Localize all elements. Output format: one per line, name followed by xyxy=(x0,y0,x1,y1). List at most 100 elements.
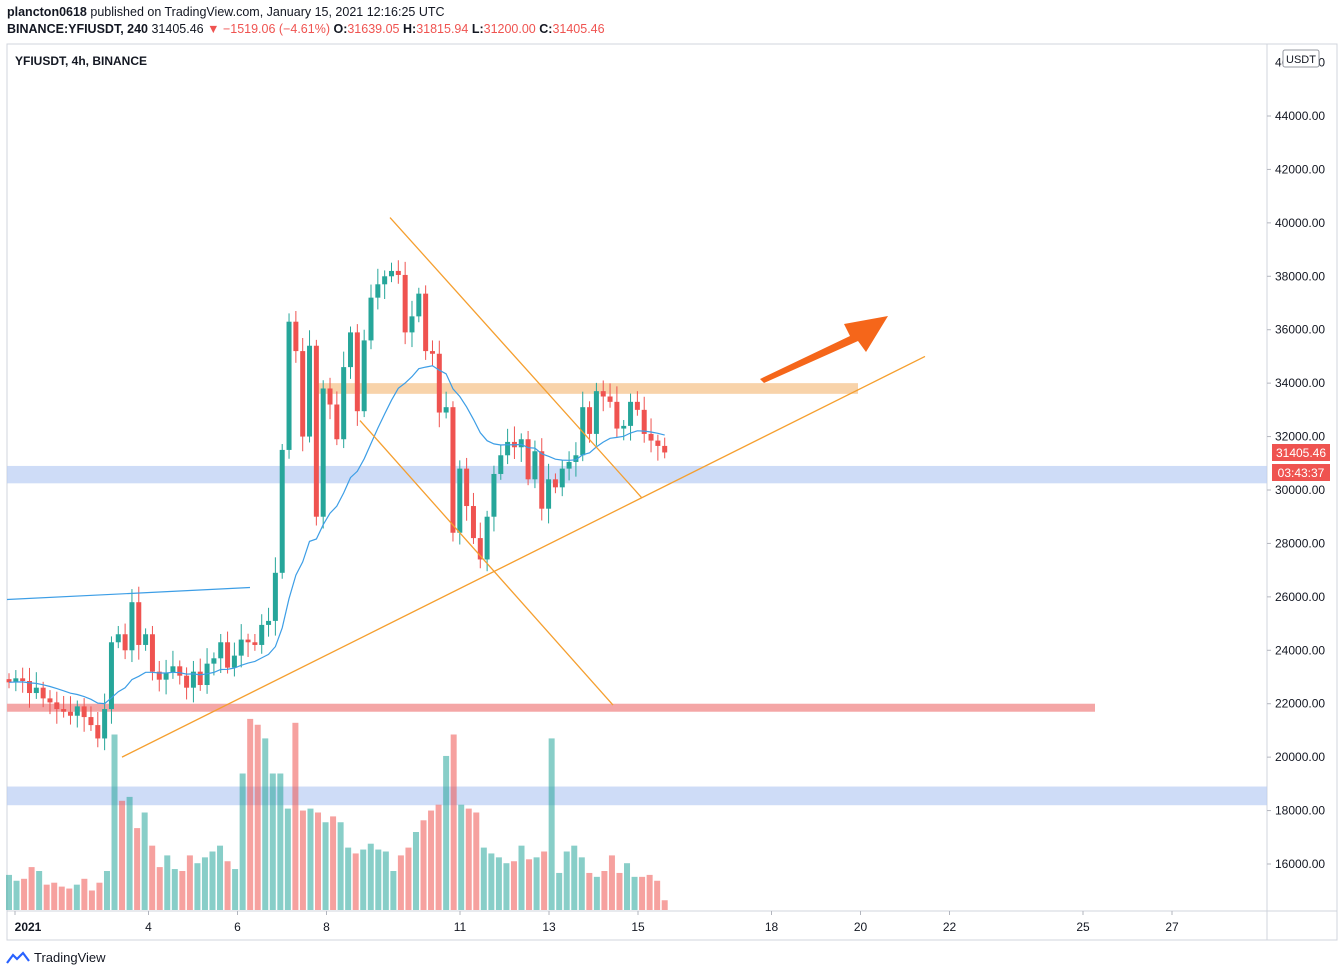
volume-bar xyxy=(661,900,668,910)
candle-body xyxy=(436,353,442,413)
y-tick-label: 28000.00 xyxy=(1275,536,1325,550)
volume-bar xyxy=(111,734,118,910)
high-value: 31815.94 xyxy=(416,22,469,36)
volume-bar xyxy=(624,863,631,910)
volume-bar xyxy=(194,863,201,910)
candle-body xyxy=(388,270,394,277)
candle-body xyxy=(566,461,572,469)
candle-body xyxy=(443,407,449,413)
volume-bar xyxy=(548,738,555,910)
candle-body xyxy=(177,666,183,676)
candle-body xyxy=(423,293,429,352)
resistance-zone xyxy=(316,383,858,394)
candle-body xyxy=(593,391,599,434)
volume-bar xyxy=(224,861,231,910)
y-tick-label: 26000.00 xyxy=(1275,590,1325,604)
candle-body xyxy=(307,345,313,437)
volume-bar xyxy=(646,874,653,910)
volume-bar xyxy=(141,812,148,910)
candle-body xyxy=(546,479,552,509)
candle-body xyxy=(115,634,121,643)
y-tick-label: 16000.00 xyxy=(1275,857,1325,871)
candle-body xyxy=(416,293,422,317)
volume-bar xyxy=(541,851,548,910)
x-tick-label: 4 xyxy=(145,920,152,934)
volume-bar xyxy=(307,808,314,910)
volume-bar xyxy=(149,845,156,910)
volume-bar xyxy=(284,808,291,910)
candle-body xyxy=(354,332,360,412)
candle-body xyxy=(621,425,627,429)
price-axis[interactable]: 44000.00 42000.00 40000.00 38000.00 36000.00… xyxy=(1267,56,1325,871)
volume-bar xyxy=(88,890,95,910)
volume-layer xyxy=(6,718,668,910)
candle-body xyxy=(40,687,46,699)
candle-body xyxy=(327,388,333,405)
x-tick-label: 22 xyxy=(943,920,957,934)
low-value: 31200.00 xyxy=(483,22,536,36)
candle-body xyxy=(184,675,190,688)
candle-body xyxy=(655,440,661,446)
volume-bar xyxy=(6,874,12,910)
volume-bar xyxy=(239,773,246,910)
volume-bar xyxy=(28,867,35,910)
volume-bar xyxy=(654,880,661,910)
candle-body xyxy=(491,473,497,517)
time-axis[interactable]: 2021 4 6 8 11 13 15 18 20 22 25 27 xyxy=(14,911,1179,934)
volume-bar xyxy=(480,847,487,910)
y-tick-label: 18000.00 xyxy=(1275,804,1325,818)
symbol-info: BINANCE:YFIUSDT, 240 31405.46 ▼ −1519.06… xyxy=(7,22,605,36)
volume-bar xyxy=(518,845,525,910)
candle-body xyxy=(88,717,94,726)
volume-bar xyxy=(315,812,322,910)
candle-body xyxy=(525,439,531,480)
volume-bar xyxy=(533,857,540,910)
volume-bar xyxy=(81,878,88,910)
candle-body xyxy=(477,538,483,560)
x-tick-label: 27 xyxy=(1165,920,1179,934)
volume-bar xyxy=(397,855,404,910)
high-label: H: xyxy=(402,22,417,36)
candle-body xyxy=(245,639,251,643)
volume-bar xyxy=(73,884,80,910)
y-tick-label: 34000.00 xyxy=(1275,376,1325,390)
volume-bar xyxy=(13,880,20,910)
candle-body xyxy=(628,401,634,426)
tradingview-footer[interactable]: TradingView xyxy=(6,950,106,965)
last-price-badge-text: 31405.46 xyxy=(1276,446,1326,460)
early-blue-trendline xyxy=(6,586,251,601)
last-price-badge: 31405.46 xyxy=(1272,444,1330,461)
volume-bar xyxy=(96,882,103,910)
candle-body xyxy=(457,468,463,533)
candle-body xyxy=(450,407,456,533)
volume-bar xyxy=(367,843,374,910)
candle-body xyxy=(518,439,524,448)
candle-body xyxy=(532,451,538,480)
x-tick-label: 20 xyxy=(854,920,868,934)
volume-bar xyxy=(405,847,412,910)
candle-body xyxy=(368,297,374,341)
volume-bar xyxy=(156,867,163,910)
publisher-name[interactable]: plancton0618 xyxy=(7,5,87,19)
candle-body xyxy=(74,706,80,716)
candle-body xyxy=(108,642,114,710)
candle-body xyxy=(662,445,668,453)
volume-bar xyxy=(412,832,419,910)
currency-label: USDT xyxy=(1286,54,1316,66)
volume-bar xyxy=(488,853,495,910)
volume-bar xyxy=(66,888,73,910)
candle-body xyxy=(218,642,224,659)
candle-body xyxy=(382,276,388,285)
y-tick-label: 20000.00 xyxy=(1275,750,1325,764)
currency-box[interactable]: USDT xyxy=(1282,49,1320,68)
volume-bar xyxy=(43,884,50,910)
candle-body xyxy=(361,340,367,412)
volume-bar xyxy=(262,738,269,910)
candle-body xyxy=(272,572,278,621)
y-tick-label: 40000.00 xyxy=(1275,216,1325,230)
volume-bar xyxy=(247,718,254,910)
y-tick-label: 32000.00 xyxy=(1275,430,1325,444)
candle-body xyxy=(136,602,142,645)
x-tick-label: 18 xyxy=(765,920,779,934)
